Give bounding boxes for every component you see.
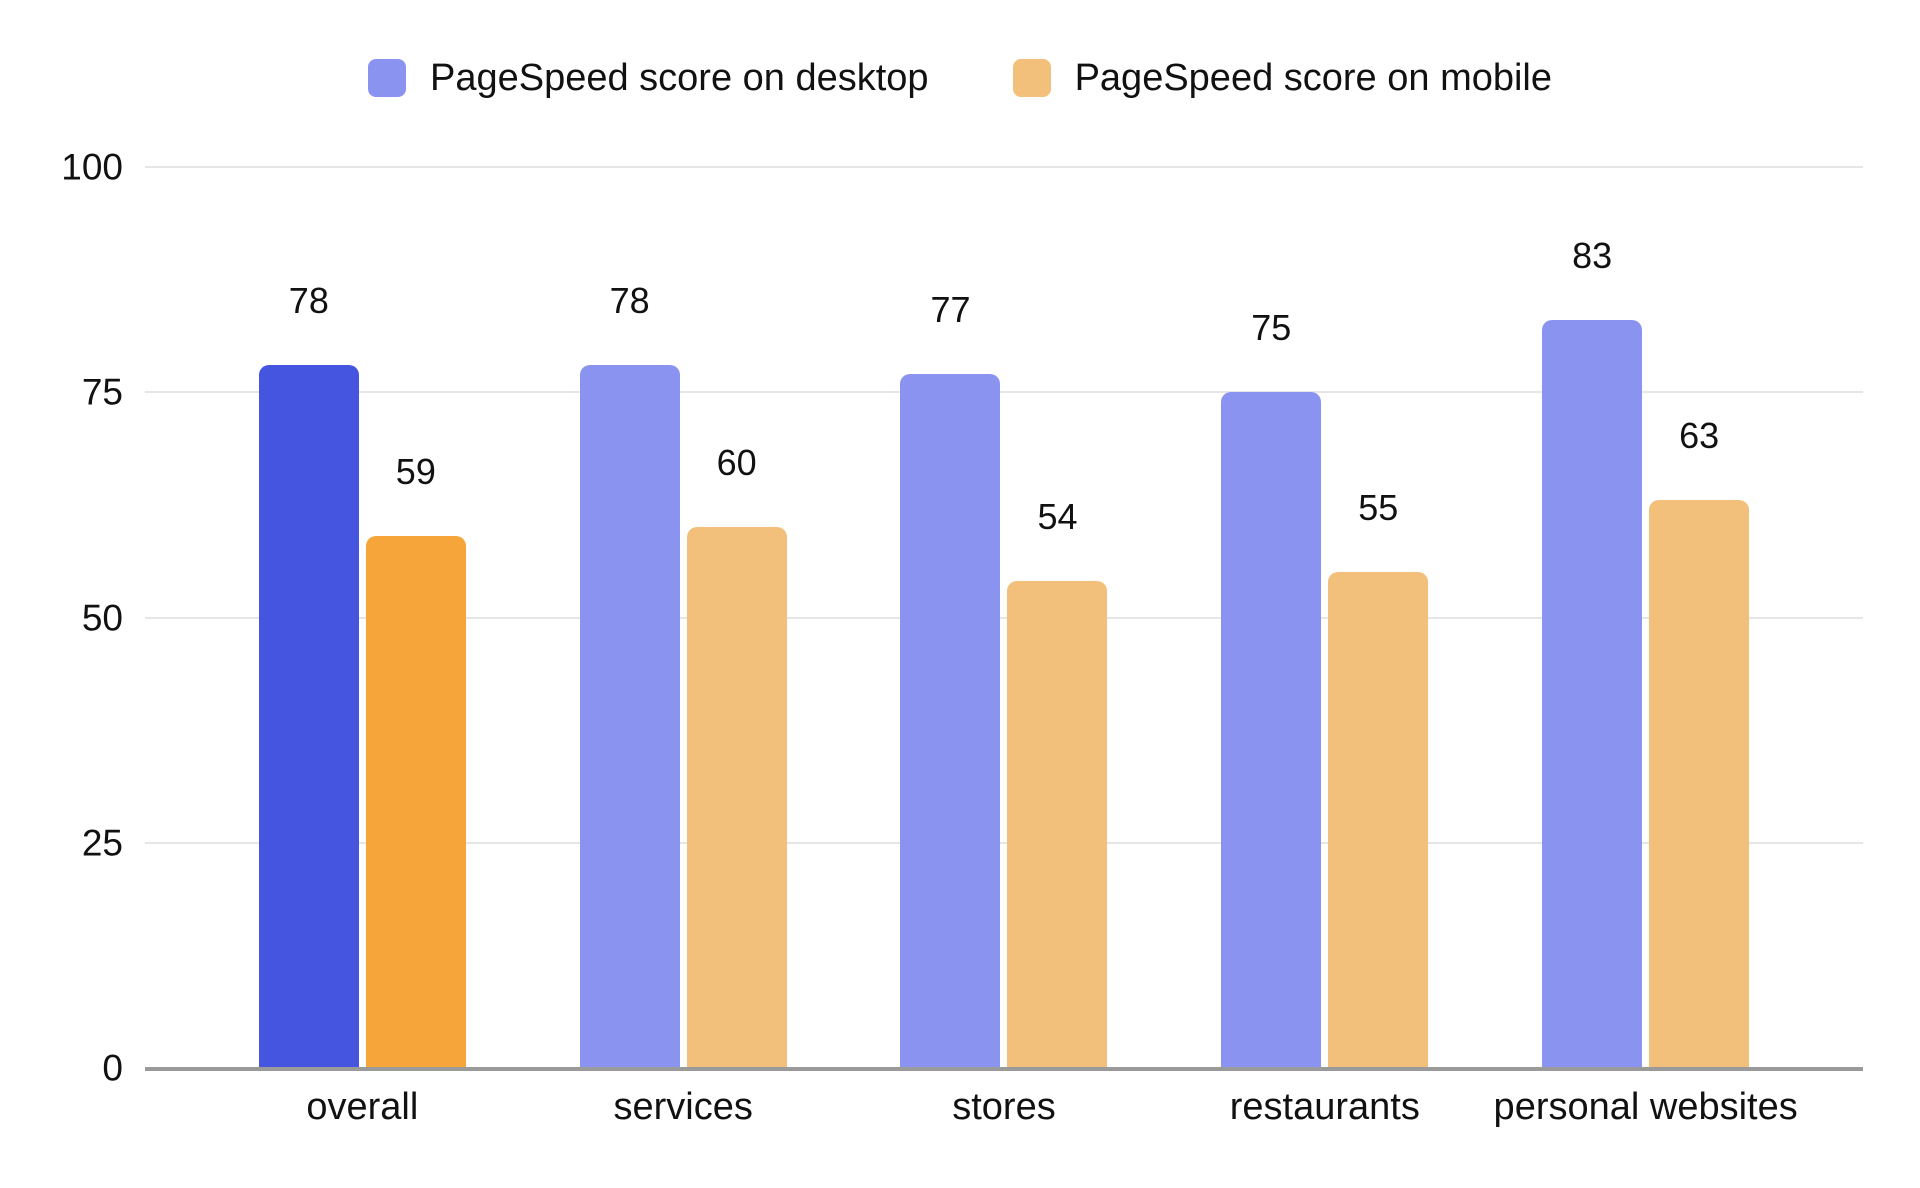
bar-desktop	[579, 365, 680, 1068]
x-axis-category-label: stores	[952, 1086, 1056, 1128]
bar-value-label: 83	[1572, 235, 1613, 277]
bar-value-label: 60	[716, 442, 757, 484]
bar-desktop	[900, 374, 1001, 1068]
bar-value-label: 78	[609, 280, 650, 322]
plot-area: 0 25 50 75 100 78 59 overall 78 60 services 77 54 sto…	[61, 149, 1863, 1126]
bar-desktop	[1542, 320, 1643, 1068]
bar-mobile	[1649, 500, 1750, 1068]
legend-item-mobile: PageSpeed score on mobile	[1012, 56, 1553, 100]
bar-group-restaurants: 75 55 restaurants	[1221, 167, 1429, 1126]
y-axis-tick-label: 0	[102, 1047, 123, 1089]
bar-column-mobile: 55	[1328, 167, 1429, 1068]
gridline	[145, 841, 1863, 844]
bar-group-personal-websites: 83 63 personal websites	[1494, 167, 1798, 1126]
gridline	[145, 166, 1863, 168]
bar-mobile	[686, 527, 787, 1068]
gridline	[145, 391, 1863, 394]
bar-value-label: 55	[1358, 487, 1399, 529]
bar-value-label: 78	[288, 280, 329, 322]
bar-value-label: 54	[1037, 496, 1078, 538]
bar-mobile	[1007, 581, 1108, 1068]
bar-column-mobile: 60	[686, 167, 787, 1068]
bar-group-overall: 78 59 overall	[258, 167, 466, 1126]
x-axis-line	[145, 1067, 1863, 1071]
legend-swatch-desktop-icon	[367, 59, 406, 97]
x-axis-category-label: services	[613, 1086, 753, 1128]
bar-mobile	[1328, 572, 1429, 1068]
y-axis-tick-label: 25	[81, 822, 123, 864]
bar-value-label: 63	[1679, 415, 1720, 457]
legend-item-desktop: PageSpeed score on desktop	[367, 56, 929, 100]
bar-mobile	[365, 536, 466, 1068]
y-axis-tick-label: 75	[81, 371, 123, 413]
y-axis-tick-label: 100	[61, 146, 123, 188]
bar-value-label: 59	[395, 451, 436, 493]
bar-groups: 78 59 overall 78 60 services 77 54 stores 75 55 res…	[145, 167, 1863, 1126]
bar-column-mobile: 59	[365, 167, 466, 1068]
x-axis-category-label: personal websites	[1493, 1086, 1798, 1128]
chart-legend: PageSpeed score on desktop PageSpeed sco…	[0, 56, 1920, 100]
bar-desktop	[1221, 392, 1322, 1068]
x-axis-category-label: overall	[306, 1086, 419, 1128]
legend-swatch-mobile-icon	[1012, 59, 1051, 97]
bar-group-stores: 77 54 stores	[900, 167, 1108, 1126]
y-axis-tick-label: 50	[81, 597, 123, 638]
bar-group-services: 78 60 services	[579, 167, 787, 1126]
bar-column-mobile: 63	[1649, 167, 1750, 1068]
legend-label-mobile: PageSpeed score on mobile	[1074, 57, 1553, 99]
bar-column-desktop: 75	[1221, 167, 1322, 1068]
x-axis-category-label: restaurants	[1229, 1086, 1420, 1128]
bar-column-desktop: 77	[900, 167, 1001, 1068]
bar-value-label: 77	[930, 289, 971, 331]
bar-desktop	[258, 365, 359, 1068]
gridline	[145, 616, 1863, 619]
bar-column-mobile: 54	[1007, 167, 1108, 1068]
legend-label-desktop: PageSpeed score on desktop	[429, 57, 929, 99]
bar-column-desktop: 78	[579, 167, 680, 1068]
bar-column-desktop: 83	[1542, 167, 1643, 1068]
bar-value-label: 75	[1251, 307, 1292, 349]
bar-column-desktop: 78	[258, 167, 359, 1068]
